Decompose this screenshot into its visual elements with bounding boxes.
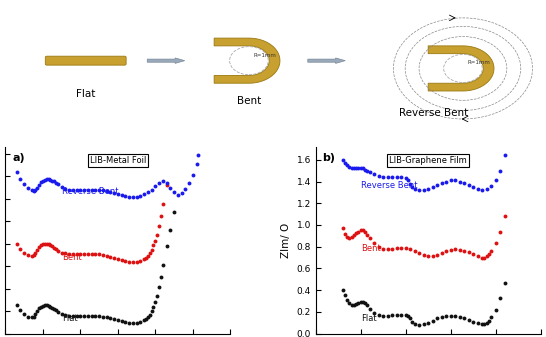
Text: LIB-Metal Foil: LIB-Metal Foil: [90, 156, 146, 165]
Text: Reverse Bent: Reverse Bent: [62, 187, 118, 196]
Text: Reverse Bent: Reverse Bent: [361, 181, 417, 190]
Text: Bent: Bent: [62, 253, 81, 262]
PathPatch shape: [214, 38, 280, 83]
Y-axis label: ZIm/ O: ZIm/ O: [281, 223, 291, 258]
FancyBboxPatch shape: [45, 56, 126, 65]
Text: Reverse Bent: Reverse Bent: [399, 108, 468, 118]
Text: R=1mm: R=1mm: [467, 60, 490, 65]
Text: b): b): [323, 153, 335, 162]
Text: LIB-Graphene Film: LIB-Graphene Film: [389, 156, 467, 165]
PathPatch shape: [308, 58, 345, 63]
Text: R=1mm: R=1mm: [253, 53, 276, 58]
Text: Flat: Flat: [361, 314, 376, 323]
Text: Bent: Bent: [237, 96, 261, 106]
Text: Bent: Bent: [361, 244, 381, 253]
Text: a): a): [12, 153, 25, 162]
PathPatch shape: [428, 46, 494, 91]
Text: Flat: Flat: [62, 314, 78, 323]
Text: Flat: Flat: [76, 89, 96, 99]
PathPatch shape: [147, 58, 185, 63]
